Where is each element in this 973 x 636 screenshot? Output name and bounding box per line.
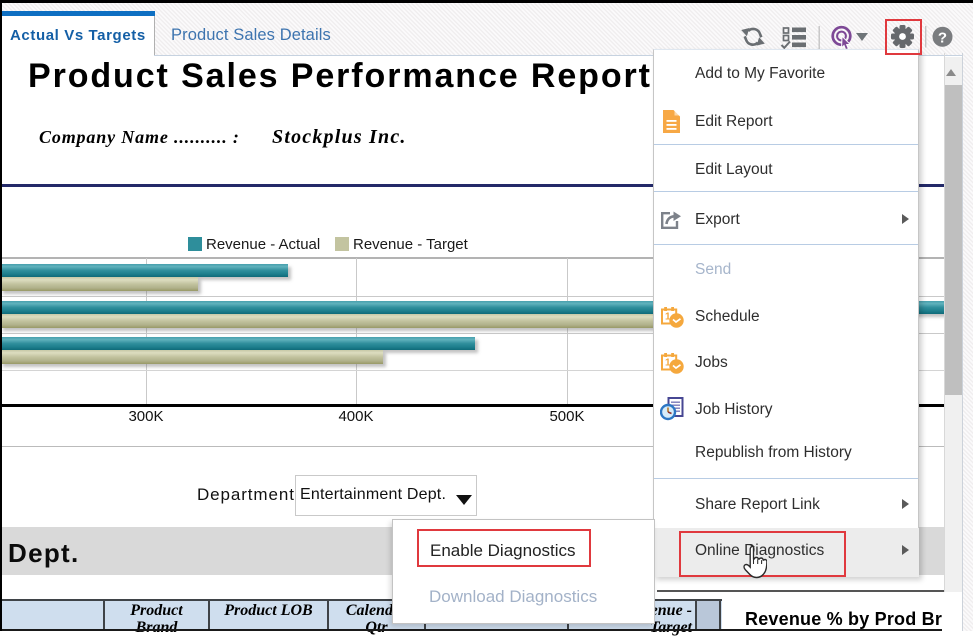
svg-text:1: 1 <box>665 358 671 369</box>
svg-text:?: ? <box>938 29 947 46</box>
svg-text:1: 1 <box>665 312 671 323</box>
